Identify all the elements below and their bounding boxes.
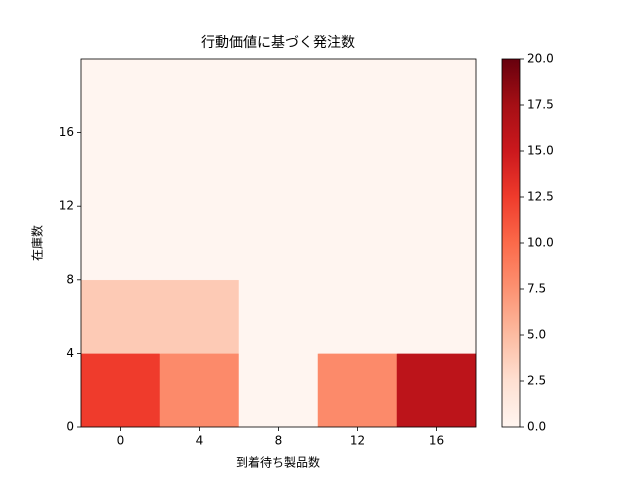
heatmap-cell [238, 353, 319, 428]
heatmap-cell [396, 58, 477, 133]
x-tick-label: 16 [429, 434, 444, 448]
heatmap-cell [159, 205, 240, 281]
heatmap-cell [396, 279, 477, 354]
x-axis-label: 到着待ち製品数 [236, 455, 320, 470]
x-tick-label: 8 [275, 434, 283, 448]
heatmap-cell [80, 279, 161, 354]
y-tick-label: 4 [66, 346, 74, 360]
heatmap-cell [159, 132, 240, 207]
x-tick-label: 0 [117, 434, 125, 448]
y-axis-label: 在庫数 [30, 225, 45, 261]
heatmap-cell [159, 58, 240, 133]
x-tick-label: 4 [196, 434, 204, 448]
y-tick-label: 12 [59, 199, 74, 213]
heatmap-cell [80, 58, 161, 133]
heatmap-cell [238, 205, 319, 281]
y-tick-label: 0 [66, 420, 74, 434]
heatmap-cell [238, 132, 319, 207]
y-tick-label: 8 [66, 272, 74, 286]
heatmap-cell [317, 58, 398, 133]
heatmap-cell [396, 132, 477, 207]
heatmap-cell [80, 353, 161, 428]
colorbar [501, 58, 521, 428]
colorbar-tick-label: 15.0 [527, 144, 554, 158]
y-tick-label: 16 [59, 125, 74, 139]
colorbar-tick-label: 10.0 [527, 236, 554, 250]
colorbar-tick-label: 2.5 [527, 374, 546, 388]
chart-title: 行動価値に基づく発注数 [201, 34, 355, 51]
heatmap-cell [80, 132, 161, 207]
heatmap-cell [80, 205, 161, 281]
heatmap-cell [317, 353, 398, 428]
colorbar-tick-label: 20.0 [527, 52, 554, 66]
x-tick-label: 12 [350, 434, 365, 448]
heatmap-cell [317, 279, 398, 354]
colorbar-tick-label: 7.5 [527, 282, 546, 296]
heatmap-cell [396, 205, 477, 281]
heatmap-cell [238, 58, 319, 133]
colorbar-tick-label: 12.5 [527, 190, 554, 204]
colorbar-tick-label: 0.0 [527, 420, 546, 434]
heatmap-cell [159, 279, 240, 354]
heatmap-cell [396, 353, 477, 428]
heatmap-cell [238, 279, 319, 354]
colorbar-tick-label: 17.5 [527, 98, 554, 112]
heatmap-cell [317, 205, 398, 281]
heatmap-cell [317, 132, 398, 207]
colorbar-tick-label: 5.0 [527, 328, 546, 342]
heatmap-cell [159, 353, 240, 428]
